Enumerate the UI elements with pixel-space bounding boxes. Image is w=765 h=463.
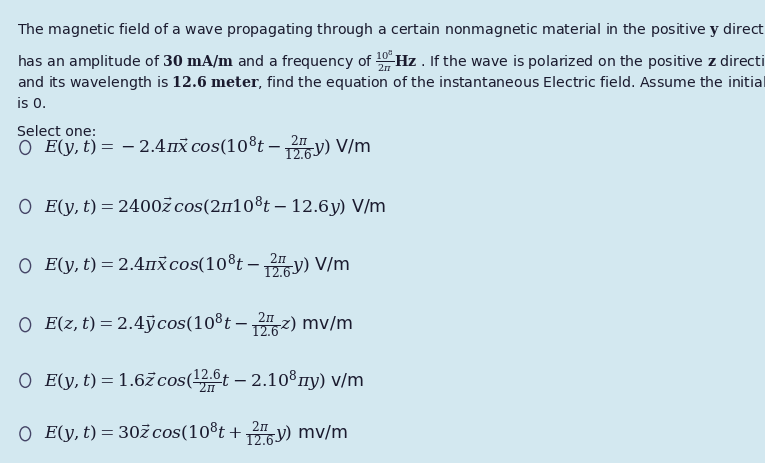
- Text: $E(z,t) = 2.4\vec{y}\,cos(10^8t - \frac{2\pi}{12.6}z)$ mv/m: $E(z,t) = 2.4\vec{y}\,cos(10^8t - \frac{…: [44, 310, 353, 340]
- Text: is 0.: is 0.: [17, 97, 46, 111]
- Text: and its wavelength is $\mathbf{12.6\ meter}$, find the equation of the instantan: and its wavelength is $\mathbf{12.6\ met…: [17, 74, 765, 92]
- Text: $E(y,t) = 1.6\vec{z}\,cos(\frac{12.6}{2\pi}t - 2.10^8\pi y)$ v/m: $E(y,t) = 1.6\vec{z}\,cos(\frac{12.6}{2\…: [44, 366, 365, 395]
- Text: $E(y,t) = 2.4\pi\vec{x}\,cos(10^8t - \frac{2\pi}{12.6}y)$ V/m: $E(y,t) = 2.4\pi\vec{x}\,cos(10^8t - \fr…: [44, 251, 350, 281]
- Text: Select one:: Select one:: [17, 125, 96, 139]
- Text: has an amplitude of $\mathbf{30\ mA/m}$ and a frequency of $\frac{10^8}{2\pi}\ma: has an amplitude of $\mathbf{30\ mA/m}$ …: [17, 49, 765, 74]
- Text: The magnetic field of a wave propagating through a certain nonmagnetic material : The magnetic field of a wave propagating…: [17, 21, 765, 39]
- Text: $E(y,t) = -2.4\pi\vec{x}\,cos(10^8t - \frac{2\pi}{12.6}y)$ V/m: $E(y,t) = -2.4\pi\vec{x}\,cos(10^8t - \f…: [44, 133, 372, 163]
- Text: $E(y,t) = 2400\vec{z}\,cos(2\pi 10^8t - 12.6y)$ V/m: $E(y,t) = 2400\vec{z}\,cos(2\pi 10^8t - …: [44, 194, 387, 220]
- Text: $E(y,t) = 30\vec{z}\,cos(10^8t + \frac{2\pi}{12.6}y)$ mv/m: $E(y,t) = 30\vec{z}\,cos(10^8t + \frac{2…: [44, 419, 348, 449]
